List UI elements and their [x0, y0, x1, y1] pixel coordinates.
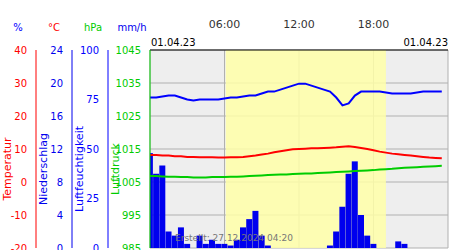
html-text:mm/h: mm/h: [117, 22, 147, 33]
svg-text:0: 0: [57, 243, 63, 250]
svg-text:06:00: 06:00: [209, 18, 241, 31]
svg-text:Temperatur: Temperatur: [8, 137, 14, 202]
svg-text:985: 985: [122, 243, 141, 250]
html-text:Erstellt: 27.12.2024 04:20: Erstellt: 27.12.2024 04:20: [175, 233, 293, 243]
svg-text:20: 20: [50, 78, 63, 89]
svg-text:25: 25: [86, 193, 99, 204]
svg-text:50: 50: [86, 144, 99, 155]
svg-text:20: 20: [14, 111, 27, 122]
svg-text:0: 0: [93, 243, 99, 250]
svg-text:24: 24: [50, 45, 63, 56]
svg-text:40: 40: [14, 45, 27, 56]
svg-text:0: 0: [21, 177, 27, 188]
svg-text:-20: -20: [11, 243, 27, 250]
svg-text:995: 995: [122, 210, 141, 221]
svg-text:16: 16: [50, 111, 63, 122]
svg-text:12: 12: [50, 144, 63, 155]
svg-text:18:00: 18:00: [358, 18, 390, 31]
svg-text:8: 8: [57, 177, 63, 188]
svg-text:4: 4: [57, 210, 63, 221]
svg-text:10: 10: [14, 144, 27, 155]
svg-text:1025: 1025: [116, 111, 141, 122]
html-text:01.04.23: 01.04.23: [403, 37, 448, 48]
svg-text:1015: 1015: [116, 144, 141, 155]
svg-text:12:00: 12:00: [283, 18, 315, 31]
svg-text:-10: -10: [11, 210, 27, 221]
html-text:01.04.23: 01.04.23: [151, 37, 196, 48]
svg-text:30: 30: [14, 78, 27, 89]
svg-text:Luftfeuchtigkeit: Luftfeuchtigkeit: [73, 125, 86, 212]
svg-text:1035: 1035: [116, 78, 141, 89]
html-text:hPa: hPa: [84, 22, 102, 33]
svg-text:75: 75: [86, 94, 99, 105]
svg-text:1005: 1005: [116, 177, 141, 188]
html-text:°C: °C: [48, 22, 60, 33]
svg-text:100: 100: [80, 45, 99, 56]
svg-text:Niederschlag: Niederschlag: [37, 133, 50, 205]
svg-text:1045: 1045: [116, 45, 141, 56]
